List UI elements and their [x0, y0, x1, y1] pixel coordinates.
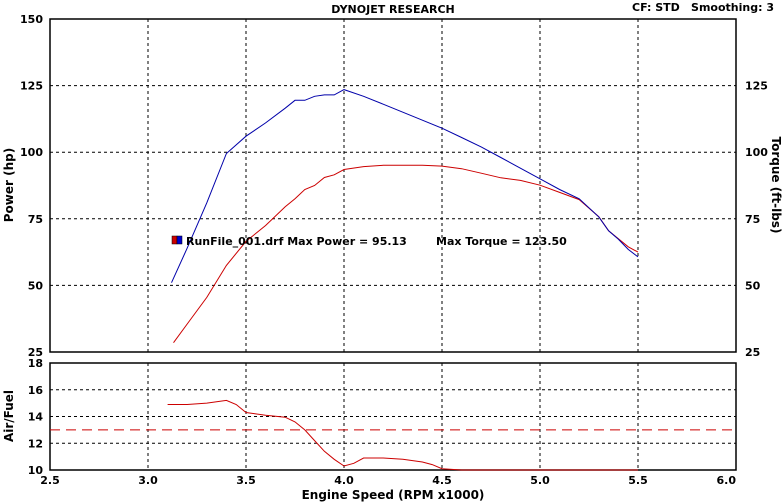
legend-run-text: RunFile_001.drf Max Power = 95.13 [186, 235, 407, 248]
top-plot-frame [49, 18, 737, 353]
y-tick-label: 125 [20, 80, 43, 93]
y-tick-label: 100 [20, 146, 43, 159]
y-axis-label-power: Power (hp) [2, 148, 16, 222]
tick-labels: 2.5 3.0 3.5 4.0 4.5 5.0 5.5 6.0 25 50 75 100 125 150 2… [20, 13, 768, 487]
chart-title: DYNOJET RESEARCH [331, 3, 454, 16]
power-line [173, 164, 639, 343]
x-tick-label: 4.5 [432, 474, 452, 487]
legend: RunFile_001.drf Max Power = 95.13 Max To… [171, 235, 567, 248]
y2-tick-label: 50 [745, 279, 761, 292]
afr-tick-label: 16 [28, 384, 44, 397]
top-gridlines [50, 19, 736, 352]
data-series [50, 89, 736, 471]
afr-tick-label: 18 [28, 357, 43, 370]
y2-tick-label: 25 [745, 346, 760, 359]
smoothing-label: Smoothing: 3 [691, 1, 774, 14]
y-tick-label: 50 [28, 279, 44, 292]
y2-tick-label: 100 [745, 146, 768, 159]
torque-line [171, 89, 639, 283]
x-tick-label: 3.0 [138, 474, 158, 487]
legend-swatch-red [171, 235, 178, 245]
x-axis-label: Engine Speed (RPM x1000) [302, 488, 485, 502]
y2-axis-label-torque: Torque (ft-lbs) [769, 137, 783, 234]
afr-tick-label: 12 [28, 437, 43, 450]
y2-tick-label: 125 [745, 80, 768, 93]
x-tick-label: 2.5 [40, 474, 60, 487]
legend-swatch-blue [176, 235, 183, 245]
x-tick-label: 4.0 [334, 474, 354, 487]
legend-torque-text: Max Torque = 123.50 [436, 235, 567, 248]
y-tick-label: 150 [20, 13, 43, 26]
y2-tick-label: 75 [745, 213, 760, 226]
x-tick-label: 5.5 [628, 474, 648, 487]
y-tick-label: 25 [28, 346, 43, 359]
cf-label: CF: STD [632, 1, 680, 14]
x-tick-label: 6.0 [717, 474, 737, 487]
afr-tick-label: 10 [28, 464, 44, 477]
bottom-gridlines [50, 363, 736, 470]
afr-tick-label: 14 [28, 411, 44, 424]
x-tick-label: 3.5 [236, 474, 256, 487]
y-tick-label: 75 [28, 213, 43, 226]
afr-line [167, 399, 638, 471]
y-axis-label-airfuel: Air/Fuel [2, 390, 16, 442]
bottom-plot-frame [49, 362, 737, 471]
x-tick-label: 5.0 [530, 474, 550, 487]
